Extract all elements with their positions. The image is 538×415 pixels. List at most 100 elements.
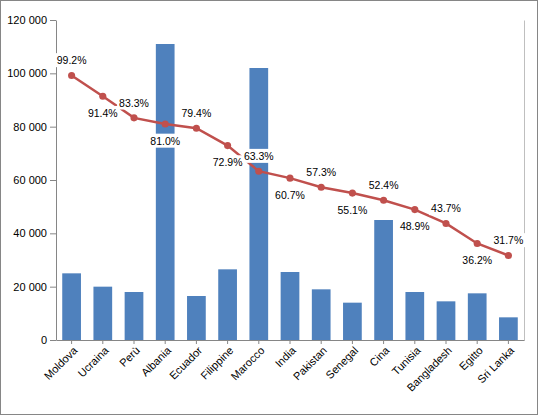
x-tick-label: Cina [367,343,392,368]
y-tick-label: 120 000 [7,14,47,26]
x-tick-mark [446,340,447,344]
y-axis-line [56,21,57,341]
plot: 0 20 000 40 000 60 000 80 000 100 000 120 000 M… [7,14,525,394]
data-label-group: 72.9% [211,155,245,169]
y-tick-label: 100 000 [7,67,47,79]
x-tick: Cina [367,340,392,369]
data-label-background [304,165,338,179]
data-label-group: 48.9% [398,219,432,233]
x-tick: Moldova [42,340,81,382]
data-label-group: 43.7% [429,201,463,215]
bar [281,272,300,340]
line-marker [380,197,387,204]
x-tick: Perù [117,340,142,369]
data-label: 83.3% [119,97,149,109]
x-tick-mark [414,340,415,344]
x-tick-mark [102,340,103,344]
y-tick: 80 000 [13,121,56,133]
y2-axis [524,21,525,341]
x-tick-label: Sri Lanka [475,343,517,385]
data-label-group: 63.3% [242,149,276,163]
data-labels: 99.2%91.4%83.3%81.0%79.4%72.9%63.3%60.7%… [55,53,526,267]
bar [249,68,268,340]
data-label-background [55,53,89,67]
x-tick: Egitto [457,340,485,372]
y-tick-label: 20 000 [13,281,47,293]
y-tick-label: 0 [41,334,47,346]
chart: 0 20 000 40 000 60 000 80 000 100 000 120 000 M… [0,0,538,415]
data-label-background [492,233,526,247]
data-label-group: 52.4% [367,178,401,192]
data-label-group: 83.3% [117,96,151,110]
bar [499,317,518,340]
x-tick: Ucraina [75,340,111,379]
y-tick-mark [50,127,56,128]
data-label-group: 79.4% [180,106,214,120]
data-label-background [86,106,120,120]
y-tick-label: 60 000 [13,174,47,186]
chart-border [1,1,538,415]
line-marker [286,175,293,182]
x-tick-label: Perù [117,344,142,369]
data-label: 72.9% [213,156,243,168]
bar [468,293,487,340]
y-tick: 120 000 [7,14,56,26]
bar [405,292,424,340]
bar [93,287,112,340]
x-tick-mark [508,340,509,344]
data-label: 99.2% [57,54,87,66]
data-label-background [211,155,245,169]
x-tick-mark [258,340,259,344]
y-tick: 40 000 [13,227,56,239]
x-tick: Sri Lanka [475,340,517,385]
y-tick-mark [50,73,56,74]
data-label-group: 57.3% [304,165,338,179]
x-tick: Marocco [228,340,266,382]
line-marker [349,189,356,196]
data-label: 31.7% [494,234,524,246]
y-tick-mark [50,233,56,234]
line-marker [474,240,481,247]
data-label-group: 36.2% [460,253,494,267]
x-tick-mark [321,340,322,344]
x-tick-label: Moldova [42,343,81,382]
bar [374,220,393,340]
bar [62,273,81,340]
data-label-background [367,178,401,192]
bar [312,289,331,340]
line-marker [255,168,262,175]
data-label: 43.7% [431,202,461,214]
x-tick-label: Ucraina [75,343,111,379]
data-label: 36.2% [462,254,492,266]
x-tick-label: Pakistan [291,344,329,382]
x-tick-label: Ecuador [167,344,205,382]
x-tick-label: India [273,343,299,369]
data-label-group: 91.4% [86,106,120,120]
line-marker [130,114,137,121]
x-tick: India [273,340,299,369]
line-marker [68,72,75,79]
line-marker [442,220,449,227]
data-label: 55.1% [338,204,368,216]
y-tick-mark [50,340,56,341]
data-label: 79.4% [182,107,212,119]
line-marker [224,142,231,149]
y-tick: 100 000 [7,67,56,79]
line-marker [193,125,200,132]
line-marker [162,120,169,127]
data-label-background [148,134,182,148]
x-tick-label: Marocco [228,344,266,382]
y-tick: 60 000 [13,174,56,186]
line-marker [411,206,418,213]
data-label-group: 55.1% [336,203,370,217]
x-axis: MoldovaUcrainaPerùAlbaniaEcuadorFilippin… [42,340,525,394]
line [72,75,509,255]
bar [156,44,175,340]
x-tick-label: Egitto [457,344,485,372]
x-tick-label: Bangladesh [404,344,454,394]
data-label-background [273,188,307,202]
x-tick-mark [196,340,197,344]
x-tick-mark [477,340,478,344]
data-label: 60.7% [275,189,305,201]
data-label: 52.4% [369,179,399,191]
